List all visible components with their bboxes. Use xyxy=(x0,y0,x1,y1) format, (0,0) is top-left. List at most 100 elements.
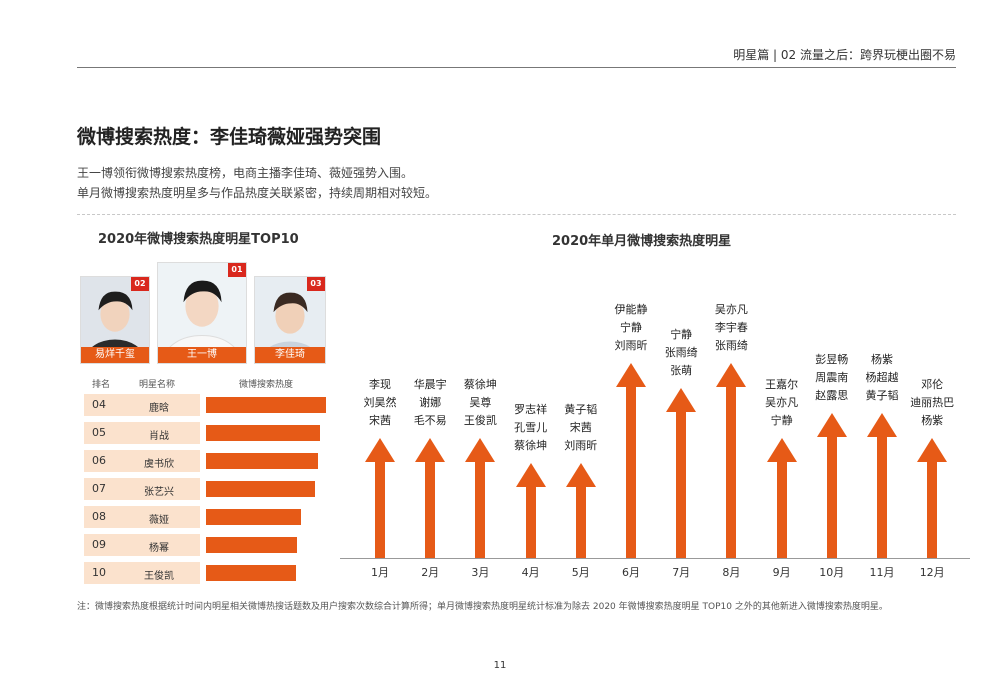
avatar-name: 王一博 xyxy=(158,347,246,363)
table-header: 排名 明星名称 微博搜索热度 xyxy=(84,375,326,391)
month-star-names: 邓伦 迪丽热巴 杨紫 xyxy=(902,376,962,430)
star-name: 吴亦凡 xyxy=(765,396,799,409)
row-star-name: 虞书欣 xyxy=(144,459,174,470)
star-name: 王嘉尔 xyxy=(765,378,799,391)
star-name: 蔡徐坤 xyxy=(463,378,497,391)
row-background xyxy=(84,450,200,472)
column-name: 明星名称 xyxy=(139,380,176,390)
row-rank: 05 xyxy=(92,426,106,439)
table-row: 09 杨幂 xyxy=(84,534,326,556)
star-name: 宁静 xyxy=(670,328,693,341)
row-rank: 06 xyxy=(92,454,106,467)
month-star-names: 罗志祥 孔雪儿 蔡徐坤 xyxy=(501,401,561,455)
description-line-1: 王一博领衔微博搜索热度榜，电商主播李佳琦、薇娅强势入围。 xyxy=(77,166,414,180)
star-name: 吴尊 xyxy=(469,396,492,409)
avatar-rank-03: 03 李佳琦 xyxy=(254,276,326,364)
month-label: 9月 xyxy=(772,566,791,579)
star-name: 杨紫 xyxy=(921,414,944,427)
row-background xyxy=(84,506,200,528)
arrow-shape xyxy=(716,363,747,558)
star-name: 罗志祥 xyxy=(514,403,548,416)
avatar-rank-01: 01 王一博 xyxy=(157,262,247,364)
heat-bar xyxy=(206,565,296,581)
page-number: 11 xyxy=(493,660,507,671)
row-star-name: 肖战 xyxy=(149,431,169,442)
month-arrow xyxy=(465,438,496,558)
rank-badge: 03 xyxy=(307,277,325,291)
row-rank: 08 xyxy=(92,510,106,523)
chart-baseline xyxy=(340,558,970,559)
star-name: 张萌 xyxy=(670,364,693,377)
arrow-shape xyxy=(666,388,697,558)
arrow-shape xyxy=(365,438,395,558)
page-title: 微博搜索热度：李佳琦薇娅强势突围 xyxy=(77,126,382,148)
arrow-shape xyxy=(616,363,646,558)
row-rank: 10 xyxy=(92,566,106,579)
star-name: 杨紫 xyxy=(871,353,893,366)
row-star-name: 鹿晗 xyxy=(149,403,169,414)
month-label: 3月 xyxy=(471,566,490,579)
heat-bar xyxy=(206,425,320,441)
star-name: 黄子韬 xyxy=(865,389,899,402)
month-label: 2月 xyxy=(421,566,440,579)
avatar-rank-02: 02 易烊千玺 xyxy=(80,276,150,364)
star-name: 彭昱畅 xyxy=(815,353,849,366)
star-name: 张雨绮 xyxy=(714,339,748,352)
arrow-shape xyxy=(415,438,446,558)
month-arrow xyxy=(365,438,395,558)
star-name: 伊能静 xyxy=(614,303,648,316)
month-label: 8月 xyxy=(722,566,741,579)
month-label: 5月 xyxy=(571,566,590,579)
column-heat: 微博搜索热度 xyxy=(239,380,294,390)
row-rank: 09 xyxy=(92,538,106,551)
star-name: 孔雪儿 xyxy=(514,421,548,434)
heat-bar xyxy=(206,509,301,525)
month-star-names: 杨紫 杨超越 黄子韬 xyxy=(852,351,912,405)
top10-title: 2020年微博搜索热度明星TOP10 xyxy=(98,232,299,247)
row-rank: 07 xyxy=(92,482,106,495)
star-name: 毛不易 xyxy=(413,414,447,427)
star-name: 张雨绮 xyxy=(664,346,698,359)
month-star-names: 伊能静 宁静 刘雨昕 xyxy=(601,301,661,355)
star-name: 刘雨昕 xyxy=(564,439,598,452)
header-breadcrumb: 明星篇 | 02 流量之后：跨界玩梗出圈不易 xyxy=(733,48,956,62)
row-star-name: 王俊凯 xyxy=(144,571,174,582)
star-name: 周震南 xyxy=(815,371,849,384)
month-label: 10月 xyxy=(819,566,845,579)
month-arrow xyxy=(565,463,596,558)
month-star-names: 吴亦凡 李宇春 张雨绮 xyxy=(701,301,761,355)
star-name: 李现 xyxy=(369,378,391,391)
month-arrow xyxy=(766,438,797,558)
arrow-shape xyxy=(816,413,847,558)
arrow-shape xyxy=(867,413,897,558)
month-arrow xyxy=(917,438,948,558)
row-background xyxy=(84,562,200,584)
star-name: 宋茜 xyxy=(369,414,391,427)
month-arrow xyxy=(716,363,747,558)
star-name: 邓伦 xyxy=(921,378,944,391)
row-star-name: 张艺兴 xyxy=(144,487,174,498)
star-name: 谢娜 xyxy=(419,396,442,409)
month-star-names: 李现 刘昊然 宋茜 xyxy=(350,376,410,430)
arrow-shape xyxy=(465,438,496,558)
table-row: 04 鹿晗 xyxy=(84,394,326,416)
star-name: 王俊凯 xyxy=(463,414,497,427)
table-row: 08 薇娅 xyxy=(84,506,326,528)
star-name: 黄子韬 xyxy=(564,403,598,416)
header-divider xyxy=(77,67,956,68)
star-name: 宁静 xyxy=(770,414,793,427)
month-arrow xyxy=(616,363,646,558)
month-arrow xyxy=(415,438,446,558)
column-rank: 排名 xyxy=(92,380,111,390)
month-arrow xyxy=(816,413,847,558)
arrow-shape xyxy=(917,438,948,558)
row-background xyxy=(84,478,200,500)
month-label: 4月 xyxy=(521,566,540,579)
arrow-shape xyxy=(766,438,797,558)
month-star-names: 彭昱畅 周震南 赵露思 xyxy=(802,351,862,405)
star-name: 刘昊然 xyxy=(363,396,397,409)
footnote: 注：微博搜索热度根据统计时间内明星相关微博热搜话题数及用户搜索次数综合计算所得；… xyxy=(77,602,888,612)
heat-bar xyxy=(206,453,318,469)
star-name: 蔡徐坤 xyxy=(514,439,548,452)
month-label: 12月 xyxy=(919,566,945,579)
